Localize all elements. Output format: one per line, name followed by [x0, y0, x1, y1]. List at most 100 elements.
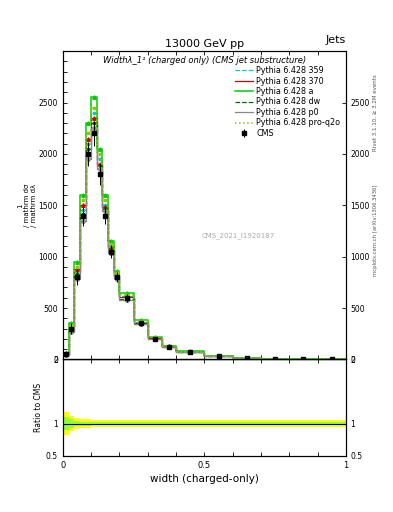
Pythia 6.428 a [106, 192, 110, 198]
Pythia 6.428 p0 [202, 353, 207, 359]
Pythia 6.428 370 [61, 351, 65, 357]
Pythia 6.428 pro-q2o [83, 131, 88, 137]
Pythia 6.428 370 [89, 115, 94, 121]
Pythia 6.428 359 [72, 328, 77, 334]
Pythia 6.428 pro-q2o [89, 131, 94, 137]
Pythia 6.428 359 [343, 356, 348, 362]
Pythia 6.428 370 [160, 335, 164, 342]
Pythia 6.428 a [61, 350, 65, 356]
Pythia 6.428 359 [259, 355, 263, 361]
Pythia 6.428 p0 [131, 322, 136, 328]
Pythia 6.428 dw [72, 271, 77, 277]
Pythia 6.428 p0 [100, 166, 105, 173]
Pythia 6.428 dw [112, 275, 116, 281]
Pythia 6.428 pro-q2o [174, 343, 178, 349]
Pythia 6.428 370 [117, 273, 122, 279]
Pythia 6.428 p0 [145, 336, 150, 343]
Pythia 6.428 pro-q2o [117, 292, 122, 298]
Pythia 6.428 pro-q2o [131, 318, 136, 325]
Pythia 6.428 p0 [83, 156, 88, 162]
Pythia 6.428 pro-q2o [315, 356, 320, 362]
Pythia 6.428 p0 [72, 276, 77, 282]
Pythia 6.428 370 [160, 344, 164, 350]
Y-axis label: 1
/ mathrm dσ
/ mathrm dλ: 1 / mathrm dσ / mathrm dλ [17, 184, 37, 227]
Pythia 6.428 370 [77, 202, 82, 208]
Pythia 6.428 p0 [287, 356, 292, 362]
Pythia 6.428 370 [259, 355, 263, 361]
Pythia 6.428 359 [131, 293, 136, 299]
Line: Pythia 6.428 370: Pythia 6.428 370 [63, 118, 346, 359]
Pythia 6.428 359 [160, 335, 164, 341]
Pythia 6.428 dw [77, 271, 82, 277]
Pythia 6.428 p0 [94, 166, 99, 173]
Pythia 6.428 370 [174, 344, 178, 350]
Pythia 6.428 p0 [343, 356, 348, 362]
Pythia 6.428 359 [202, 353, 207, 359]
Pythia 6.428 a [77, 192, 82, 198]
Pythia 6.428 370 [100, 161, 105, 167]
Pythia 6.428 dw [106, 206, 110, 212]
Pythia 6.428 359 [160, 343, 164, 349]
Pythia 6.428 dw [94, 163, 99, 169]
Pythia 6.428 370 [66, 324, 71, 330]
Pythia 6.428 pro-q2o [72, 264, 77, 270]
Pythia 6.428 p0 [66, 352, 71, 358]
Pythia 6.428 a [230, 355, 235, 361]
Pythia 6.428 pro-q2o [145, 318, 150, 325]
Pythia 6.428 a [106, 238, 110, 244]
Pythia 6.428 pro-q2o [202, 349, 207, 355]
Pythia 6.428 a [89, 120, 94, 126]
Pythia 6.428 pro-q2o [106, 197, 110, 203]
Pythia 6.428 pro-q2o [117, 270, 122, 276]
Pythia 6.428 dw [72, 326, 77, 332]
Pythia 6.428 dw [83, 210, 88, 217]
Pythia 6.428 a [89, 94, 94, 100]
X-axis label: width (charged-only): width (charged-only) [150, 474, 259, 484]
Pythia 6.428 370 [106, 204, 110, 210]
Text: CMS_2021_I1920187: CMS_2021_I1920187 [202, 233, 275, 240]
Pythia 6.428 370 [230, 353, 235, 359]
Pythia 6.428 a [112, 238, 116, 244]
Pythia 6.428 370 [315, 356, 320, 362]
Pythia 6.428 pro-q2o [77, 197, 82, 203]
Pythia 6.428 a [117, 289, 122, 295]
Pythia 6.428 p0 [112, 249, 116, 255]
Pythia 6.428 p0 [72, 329, 77, 335]
Pythia 6.428 359 [94, 156, 99, 162]
Pythia 6.428 370 [117, 294, 122, 300]
Pythia 6.428 dw [160, 336, 164, 342]
Pythia 6.428 p0 [100, 208, 105, 215]
Pythia 6.428 dw [174, 349, 178, 355]
Pythia 6.428 dw [145, 321, 150, 327]
Pythia 6.428 pro-q2o [94, 104, 99, 111]
Pythia 6.428 359 [89, 110, 94, 116]
Pythia 6.428 a [72, 259, 77, 265]
Pythia 6.428 p0 [259, 356, 263, 362]
Pythia 6.428 359 [259, 355, 263, 361]
Pythia 6.428 pro-q2o [287, 356, 292, 362]
Pythia 6.428 dw [61, 352, 65, 358]
Pythia 6.428 359 [66, 352, 71, 358]
Pythia 6.428 dw [230, 353, 235, 359]
Pythia 6.428 dw [117, 275, 122, 281]
Pythia 6.428 p0 [77, 276, 82, 282]
Pythia 6.428 a [343, 356, 348, 362]
Pythia 6.428 dw [94, 120, 99, 126]
Pythia 6.428 p0 [174, 349, 178, 355]
Pythia 6.428 a [131, 317, 136, 324]
Pythia 6.428 dw [160, 344, 164, 350]
Pythia 6.428 pro-q2o [287, 355, 292, 361]
Pythia 6.428 359 [117, 272, 122, 278]
Pythia 6.428 dw [66, 352, 71, 358]
Pythia 6.428 370 [112, 245, 116, 251]
Pythia 6.428 p0 [112, 276, 116, 282]
Text: Rivet 3.1.10, ≥ 3.2M events: Rivet 3.1.10, ≥ 3.2M events [373, 74, 378, 151]
Pythia 6.428 p0 [94, 125, 99, 131]
Pythia 6.428 dw [83, 146, 88, 152]
Pythia 6.428 370 [145, 335, 150, 342]
Pythia 6.428 pro-q2o [72, 323, 77, 329]
Pythia 6.428 a [315, 356, 320, 362]
Pythia 6.428 a [100, 146, 105, 152]
Pythia 6.428 p0 [117, 297, 122, 303]
Pythia 6.428 dw [287, 355, 292, 361]
